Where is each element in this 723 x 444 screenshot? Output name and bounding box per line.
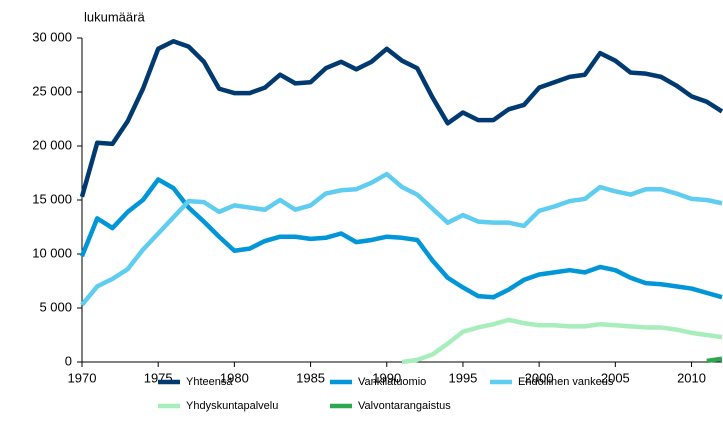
x-tick-label: 1980	[220, 370, 249, 385]
y-tick-label: 10 000	[32, 245, 72, 260]
series-line	[79, 177, 723, 300]
legend-label: Valvontarangaistus	[358, 400, 451, 412]
series-line	[79, 38, 723, 198]
y-tick-label: 5 000	[39, 299, 72, 314]
legend-label: Ehdollinen vankeus	[518, 376, 614, 388]
y-tick-label: 20 000	[32, 137, 72, 152]
x-tick-label: 2005	[601, 370, 630, 385]
series-line	[401, 317, 723, 365]
x-tick-label: 1985	[296, 370, 325, 385]
y-axis-label: lukumäärä	[84, 9, 145, 24]
series-line	[80, 171, 723, 307]
x-tick-label: 1970	[68, 370, 97, 385]
x-tick-label: 2010	[677, 370, 706, 385]
x-tick-label: 2000	[525, 370, 554, 385]
legend-label: Vankilatuomio	[358, 376, 426, 388]
y-tick-label: 30 000	[32, 29, 72, 44]
series-line	[706, 356, 723, 364]
x-tick-label: 1990	[372, 370, 401, 385]
legend-label: Yhteensä	[186, 376, 233, 388]
y-tick-label: 25 000	[32, 83, 72, 98]
y-tick-label: 15 000	[32, 191, 72, 206]
y-tick-label: 0	[65, 353, 72, 368]
legend-label: Yhdyskuntapalvelu	[186, 400, 278, 412]
x-tick-label: 1995	[448, 370, 477, 385]
